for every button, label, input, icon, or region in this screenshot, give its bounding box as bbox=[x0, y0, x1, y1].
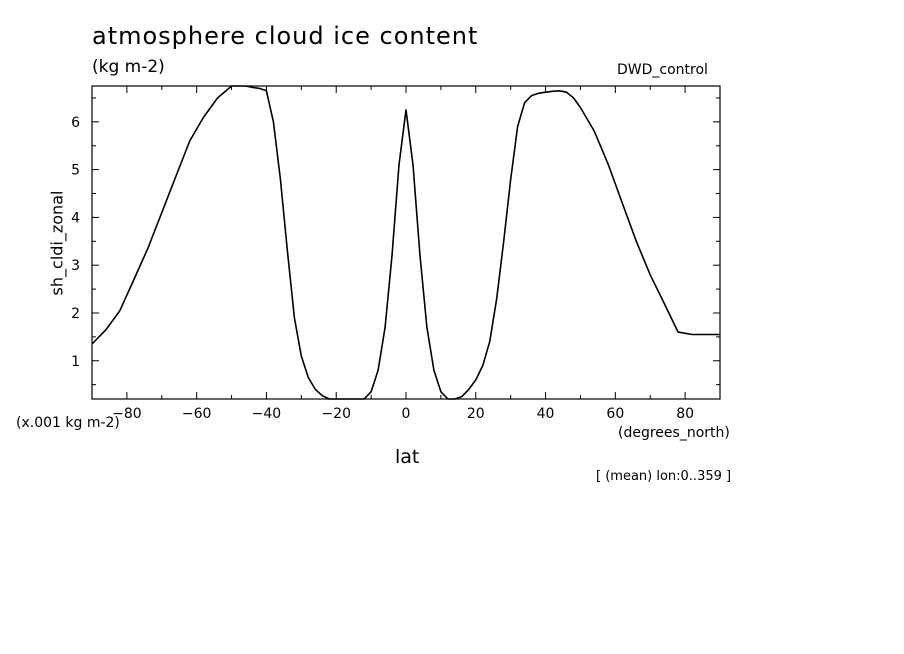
y-tick-label: 2 bbox=[71, 306, 80, 322]
x-tick-label: 20 bbox=[467, 406, 485, 422]
y-scale-note: (x.001 kg m-2) bbox=[16, 415, 120, 431]
y-tick-label: 1 bbox=[71, 354, 80, 370]
x-tick-label: 40 bbox=[537, 406, 555, 422]
x-tick-label: 60 bbox=[606, 406, 624, 422]
x-tick-label: −40 bbox=[252, 406, 282, 422]
x-tick-label: −80 bbox=[112, 406, 142, 422]
plot-frame bbox=[91, 85, 721, 400]
chart-title: atmosphere cloud ice content bbox=[92, 22, 479, 50]
x-tick-label: −20 bbox=[321, 406, 351, 422]
footnote: [ (mean) lon:0..359 ] bbox=[596, 469, 732, 484]
x-tick-label: 0 bbox=[402, 406, 411, 422]
y-tick-label: 3 bbox=[71, 258, 80, 274]
y-tick-label: 5 bbox=[71, 163, 80, 179]
x-axis-units: (degrees_north) bbox=[618, 425, 730, 441]
series-line bbox=[91, 85, 720, 400]
y-tick-label: 6 bbox=[71, 115, 80, 131]
chart-subtitle: (kg m-2) bbox=[92, 57, 165, 77]
x-tick-label: −60 bbox=[182, 406, 212, 422]
y-tick-label: 4 bbox=[71, 210, 80, 226]
dataset-label: DWD_control bbox=[617, 62, 708, 78]
x-tick-label: 80 bbox=[676, 406, 694, 422]
x-axis-label: lat bbox=[395, 446, 420, 468]
